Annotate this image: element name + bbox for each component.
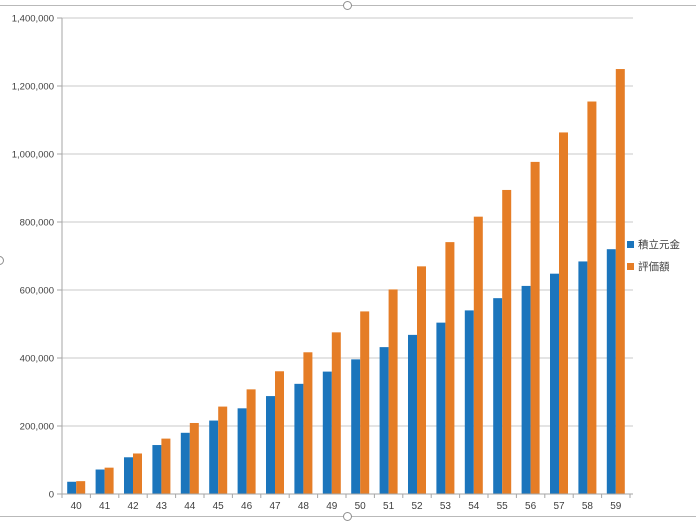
bar-評価額-51[interactable] — [388, 289, 398, 494]
bar-積立元金-40[interactable] — [67, 481, 77, 494]
bar-積立元金-56[interactable] — [521, 285, 531, 494]
bar-評価額-54[interactable] — [473, 216, 483, 495]
bar-評価額-53[interactable] — [445, 242, 455, 494]
bar-積立元金-41[interactable] — [95, 469, 105, 494]
bar-評価額-47[interactable] — [275, 371, 284, 494]
y-tick-label: 1,200,000 — [12, 82, 54, 93]
x-tick-label: 55 — [497, 501, 509, 512]
bar-評価額-45[interactable] — [218, 406, 228, 494]
y-tick-label: 0 — [49, 490, 54, 501]
y-tick-label: 600,000 — [20, 286, 54, 297]
legend-marker-square-icon — [627, 241, 634, 248]
x-tick-label: 47 — [269, 501, 281, 512]
x-tick-label: 42 — [127, 501, 139, 512]
y-tick-label: 400,000 — [20, 354, 54, 365]
bar-積立元金-50[interactable] — [351, 359, 361, 494]
x-tick-label: 53 — [440, 501, 452, 512]
bar-評価額-52[interactable] — [417, 266, 426, 494]
bar-積立元金-46[interactable] — [237, 408, 247, 494]
resize-handle-top-center[interactable] — [343, 1, 352, 10]
bar-積立元金-54[interactable] — [464, 310, 474, 494]
bar-積立元金-44[interactable] — [180, 432, 190, 494]
x-tick-label: 59 — [610, 501, 622, 512]
x-tick-label: 46 — [241, 501, 253, 512]
bar-積立元金-53[interactable] — [436, 322, 446, 494]
y-tick-label: 200,000 — [20, 422, 54, 433]
bar-積立元金-55[interactable] — [493, 298, 503, 494]
x-tick-label: 45 — [213, 501, 225, 512]
bar-評価額-55[interactable] — [502, 189, 512, 494]
x-tick-label: 54 — [468, 501, 480, 512]
bar-評価額-49[interactable] — [331, 332, 341, 494]
bar-積立元金-48[interactable] — [294, 383, 304, 494]
x-tick-label: 58 — [582, 501, 594, 512]
bar-評価額-41[interactable] — [104, 467, 114, 494]
legend-item[interactable]: 評価額 — [627, 259, 680, 274]
bar-評価額-44[interactable] — [189, 422, 199, 494]
bar-積立元金-43[interactable] — [152, 445, 162, 494]
bar-評価額-50[interactable] — [360, 311, 370, 494]
x-tick-label: 51 — [383, 501, 395, 512]
bar-積立元金-42[interactable] — [124, 457, 133, 494]
bar-評価額-43[interactable] — [161, 438, 171, 494]
x-tick-label: 49 — [326, 501, 338, 512]
legend-marker-square-icon — [627, 263, 634, 270]
bar-積立元金-47[interactable] — [266, 396, 275, 494]
y-tick-label: 1,000,000 — [12, 150, 54, 161]
bar-評価額-59[interactable] — [615, 69, 625, 494]
x-tick-label: 50 — [355, 501, 367, 512]
bar-積立元金-49[interactable] — [322, 371, 332, 494]
resize-handle-bottom-center[interactable] — [343, 512, 352, 521]
x-tick-label: 43 — [156, 501, 168, 512]
x-tick-label: 44 — [184, 501, 196, 512]
bar-積立元金-57[interactable] — [550, 273, 559, 494]
bar-評価額-58[interactable] — [587, 101, 597, 494]
bar-評価額-48[interactable] — [303, 352, 313, 494]
chart-legend: 積立元金 評価額 — [627, 237, 680, 274]
y-tick-label: 1,400,000 — [12, 14, 54, 25]
bar-積立元金-58[interactable] — [578, 261, 588, 494]
legend-label: 積立元金 — [638, 239, 680, 251]
x-tick-label: 52 — [411, 501, 423, 512]
bar-評価額-40[interactable] — [76, 481, 86, 494]
bar-積立元金-52[interactable] — [408, 334, 417, 494]
x-tick-label: 56 — [525, 501, 537, 512]
bar-評価額-46[interactable] — [246, 389, 256, 494]
bar-評価額-57[interactable] — [559, 132, 568, 495]
bar-評価額-56[interactable] — [530, 161, 540, 494]
bar-評価額-42[interactable] — [133, 453, 142, 494]
bar-積立元金-45[interactable] — [209, 420, 219, 494]
x-tick-label: 48 — [298, 501, 310, 512]
x-tick-label: 57 — [553, 501, 565, 512]
x-tick-label: 41 — [99, 501, 111, 512]
legend-item[interactable]: 積立元金 — [627, 237, 680, 252]
bar-積立元金-51[interactable] — [379, 347, 389, 494]
x-tick-label: 40 — [71, 501, 83, 512]
bar-積立元金-59[interactable] — [606, 249, 616, 494]
legend-label: 評価額 — [638, 261, 670, 273]
y-tick-label: 800,000 — [20, 218, 54, 229]
